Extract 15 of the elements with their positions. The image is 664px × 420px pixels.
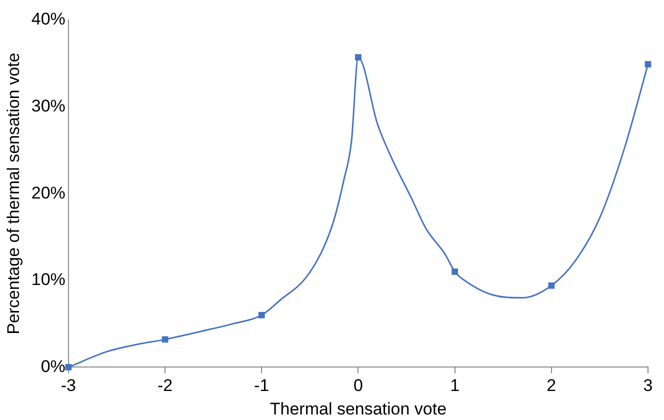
x-tick-label: -2 bbox=[157, 376, 173, 396]
x-tick-label: 3 bbox=[643, 376, 653, 396]
x-tick-label: -1 bbox=[254, 376, 270, 396]
point bbox=[65, 364, 72, 370]
x-axis-title: Thermal sensation vote bbox=[270, 399, 447, 418]
x-tick-label: 1 bbox=[450, 376, 460, 396]
y-tick-label: 40% bbox=[31, 10, 66, 29]
y-tick-label: 20% bbox=[31, 183, 66, 202]
y-tick-label: 30% bbox=[31, 96, 66, 116]
y-tick-label: 10% bbox=[31, 270, 66, 290]
y-tick-label: 0% bbox=[40, 356, 66, 376]
y-axis-title: Percentage of thermal sensation vote bbox=[4, 52, 23, 334]
x-tick-label: 2 bbox=[546, 376, 556, 396]
x-tick-label: 0 bbox=[353, 376, 363, 396]
x-tick-label: -3 bbox=[60, 376, 76, 396]
